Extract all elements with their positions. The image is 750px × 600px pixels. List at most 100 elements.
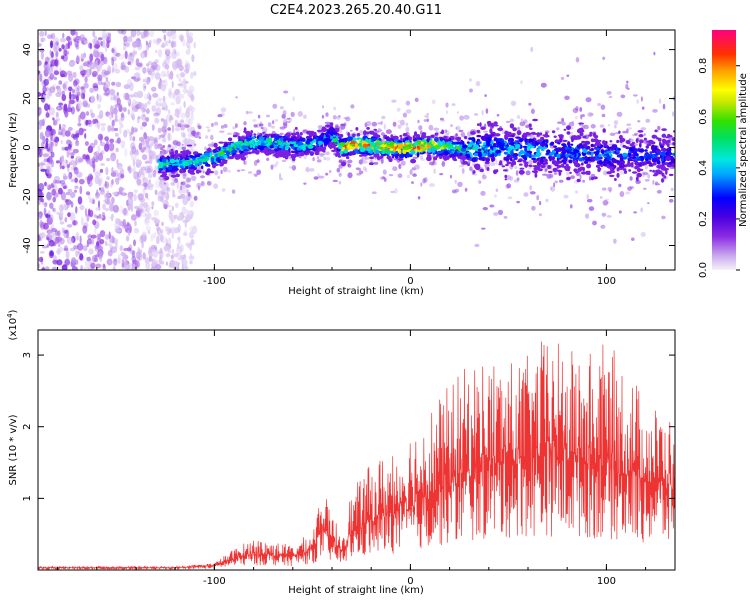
ridge-cell bbox=[635, 138, 639, 143]
noise-cell bbox=[79, 235, 82, 245]
halo-cell bbox=[670, 187, 674, 192]
ridge-cell bbox=[472, 137, 476, 143]
ridge-cell bbox=[566, 125, 571, 131]
ridge-cell bbox=[260, 150, 264, 153]
noise-cell bbox=[75, 130, 80, 139]
ridge-cell bbox=[551, 130, 556, 134]
noise-cell bbox=[81, 128, 87, 132]
noise-cell bbox=[38, 107, 42, 116]
ridge-cell bbox=[416, 152, 420, 158]
ridge-cell bbox=[170, 174, 177, 178]
halo-cell bbox=[288, 165, 293, 169]
noise-cell bbox=[62, 50, 70, 56]
halo-cell bbox=[609, 132, 616, 136]
ridge-cell bbox=[314, 150, 320, 154]
noise-cell bbox=[47, 34, 53, 39]
spectrogram-cells bbox=[38, 30, 675, 270]
noise-cell bbox=[86, 256, 91, 262]
halo-cell bbox=[456, 111, 460, 114]
noise-cell bbox=[62, 32, 65, 39]
ridge-cell bbox=[656, 164, 663, 169]
halo-cell bbox=[245, 110, 249, 115]
noise-cell bbox=[41, 201, 48, 206]
halo-cell bbox=[282, 110, 287, 116]
ridge-cell bbox=[489, 149, 493, 154]
noise-cell bbox=[86, 60, 92, 68]
noise-cell bbox=[86, 213, 90, 222]
noise-cell bbox=[92, 30, 96, 38]
noise-cell bbox=[104, 181, 110, 189]
noise-cell bbox=[104, 70, 111, 74]
noise-cell bbox=[112, 107, 118, 115]
noise-cell bbox=[38, 42, 42, 47]
ridge-cell bbox=[652, 169, 655, 173]
ridge-cell bbox=[593, 151, 599, 154]
ridge-cell bbox=[198, 158, 203, 162]
noise-cell bbox=[75, 31, 78, 37]
ridge-cell bbox=[187, 168, 194, 174]
noise-cell bbox=[74, 185, 79, 189]
noise-cell bbox=[59, 204, 64, 213]
ridge-cell bbox=[402, 133, 408, 137]
ridge-cell bbox=[554, 139, 560, 143]
ridge-cell bbox=[486, 120, 492, 125]
ridge-cell bbox=[568, 159, 573, 164]
noise-cell bbox=[56, 105, 63, 111]
halo-cell bbox=[324, 121, 331, 124]
halo-cell bbox=[469, 88, 473, 93]
noise-cell bbox=[164, 63, 170, 70]
halo-cell bbox=[373, 161, 379, 165]
halo-cell bbox=[536, 195, 540, 201]
noise-cell bbox=[141, 208, 144, 213]
halo-cell bbox=[627, 186, 632, 191]
noise-cell bbox=[124, 66, 130, 73]
noise-cell bbox=[84, 76, 88, 83]
noise-cell bbox=[177, 223, 181, 233]
ridge-cell bbox=[666, 143, 670, 148]
ridge-cell bbox=[580, 145, 584, 149]
noise-cell bbox=[160, 188, 167, 195]
halo-cell bbox=[308, 168, 315, 172]
ridge-cell bbox=[299, 132, 303, 136]
ridge-cell bbox=[553, 153, 557, 158]
x-tick-label: -100 bbox=[203, 276, 226, 287]
noise-cell bbox=[174, 214, 178, 219]
noise-cell bbox=[73, 245, 79, 250]
ridge-cell bbox=[497, 141, 501, 147]
noise-cell bbox=[138, 168, 143, 174]
noise-cell bbox=[70, 30, 76, 36]
halo-cell bbox=[392, 121, 397, 127]
noise-cell bbox=[164, 48, 171, 52]
noise-cell bbox=[153, 232, 157, 239]
ridge-cell bbox=[672, 142, 675, 146]
ridge-cell bbox=[337, 155, 342, 158]
ridge-cell bbox=[366, 139, 371, 144]
ridge-cell bbox=[574, 168, 578, 173]
noise-cell bbox=[115, 52, 121, 57]
noise-cell bbox=[100, 122, 107, 127]
halo-cell bbox=[439, 173, 444, 176]
noise-cell bbox=[117, 30, 124, 34]
halo-cell bbox=[279, 177, 284, 181]
halo-cell bbox=[181, 143, 184, 146]
noise-cell bbox=[54, 139, 58, 147]
noise-cell bbox=[66, 35, 71, 42]
noise-cell bbox=[160, 229, 164, 234]
noise-cell bbox=[89, 109, 93, 115]
ridge-cell bbox=[535, 151, 541, 157]
halo-cell bbox=[267, 122, 272, 127]
noise-cell bbox=[106, 157, 111, 162]
ridge-cell bbox=[192, 160, 196, 163]
ridge-cell bbox=[185, 163, 189, 166]
ridge-cell bbox=[186, 144, 193, 147]
ridge-cell bbox=[461, 144, 468, 149]
noise-cell bbox=[46, 191, 52, 201]
ridge-cell bbox=[334, 127, 340, 133]
halo-cell bbox=[370, 159, 373, 163]
halo-cell bbox=[380, 157, 384, 164]
ridge-cell bbox=[406, 153, 411, 158]
halo-cell bbox=[529, 185, 532, 191]
ridge-cell bbox=[493, 152, 498, 158]
halo-cell bbox=[625, 83, 629, 90]
ridge-cell bbox=[195, 169, 200, 174]
